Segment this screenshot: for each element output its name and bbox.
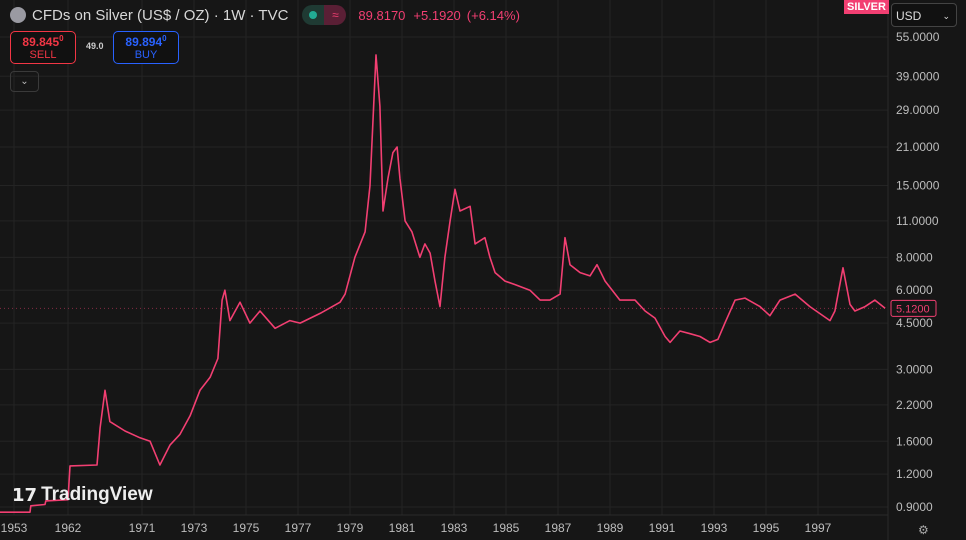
- price-change-pct: (+6.14%): [466, 7, 520, 23]
- y-tick-label: 15.0000: [896, 178, 940, 192]
- currency-value: USD: [896, 9, 922, 23]
- x-tick-label: 1953: [1, 521, 28, 535]
- x-tick-label: 1981: [389, 521, 416, 535]
- x-tick-label: 1962: [55, 521, 82, 535]
- symbol-title[interactable]: CFDs on Silver (US$ / OZ) · 1W · TVC: [32, 6, 289, 24]
- y-tick-label: 0.9000: [896, 500, 933, 514]
- settings-icon[interactable]: ⚙: [918, 523, 929, 537]
- sell-label: SELL: [29, 49, 57, 61]
- buy-price-sup: 0: [162, 34, 167, 43]
- y-tick-label: 55.0000: [896, 30, 940, 44]
- x-tick-label: 1971: [129, 521, 156, 535]
- sell-price-sup: 0: [59, 34, 64, 43]
- collapse-button[interactable]: ⌄: [10, 71, 39, 92]
- y-tick-label: 11.0000: [896, 214, 939, 228]
- tradingview-watermark[interactable]: 𝟭𝟳 TradingView: [12, 484, 153, 506]
- last-price-box: [890, 299, 937, 317]
- x-tick-label: 1973: [181, 521, 208, 535]
- y-tick-label: 8.0000: [896, 250, 933, 264]
- x-tick-label: 1975: [233, 521, 260, 535]
- watermark-text: TradingView: [41, 484, 153, 505]
- price-change: +5.1920: [413, 7, 461, 23]
- y-tick-label: 21.0000: [896, 140, 940, 154]
- sell-button[interactable]: 89.8450 SELL: [10, 31, 76, 64]
- x-tick-label: 1987: [545, 521, 572, 535]
- silver-logo-icon: [10, 7, 26, 23]
- y-tick-label: 1.6000: [896, 434, 933, 448]
- x-tick-label: 1995: [753, 521, 780, 535]
- x-tick-label: 1985: [493, 521, 520, 535]
- y-tick-label: 39.0000: [896, 69, 940, 83]
- y-tick-label: 4.5000: [896, 316, 933, 330]
- last-price-label: 5.1200: [896, 303, 930, 315]
- sell-price: 89.845: [22, 35, 60, 49]
- x-tick-label: 1979: [337, 521, 364, 535]
- market-open-icon: [302, 5, 325, 25]
- x-tick-label: 1989: [597, 521, 624, 535]
- symbol-badge: SILVER: [844, 0, 889, 14]
- buy-price: 89.894: [125, 35, 163, 49]
- buy-label: BUY: [134, 49, 158, 61]
- tradingview-logo-icon: 𝟭𝟳: [12, 484, 38, 505]
- y-tick-label: 1.2000: [896, 467, 933, 481]
- y-tick-label: 6.0000: [896, 283, 933, 297]
- chevron-down-icon: ⌄: [20, 76, 29, 87]
- x-tick-label: 1993: [701, 521, 728, 535]
- x-tick-label: 1991: [649, 521, 676, 535]
- x-tick-label: 1983: [441, 521, 468, 535]
- y-tick-label: 29.0000: [896, 103, 940, 117]
- x-tick-label: 1977: [285, 521, 312, 535]
- chevron-down-icon: ⌄: [942, 11, 950, 21]
- y-tick-label: 3.0000: [896, 362, 933, 376]
- chart-header: CFDs on Silver (US$ / OZ) · 1W · TVC ≈ 8…: [10, 5, 520, 25]
- buy-button[interactable]: 89.8940 BUY: [113, 31, 179, 64]
- currency-select[interactable]: USD ⌄: [891, 3, 957, 27]
- spread: 49.0: [86, 41, 104, 51]
- silver-price-line: [0, 54, 886, 513]
- status-pill[interactable]: ≈: [302, 5, 347, 25]
- y-tick-label: 2.2000: [896, 398, 933, 412]
- approx-icon: ≈: [324, 5, 347, 25]
- x-tick-label: 1997: [805, 521, 832, 535]
- last-price: 89.8170: [358, 7, 406, 23]
